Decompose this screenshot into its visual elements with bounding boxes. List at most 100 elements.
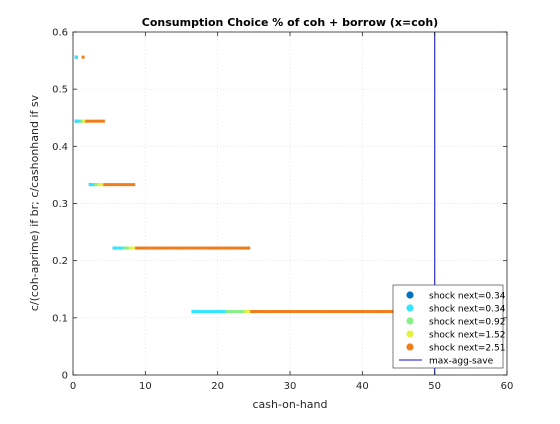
data-point	[370, 310, 374, 314]
y-axis-label: c/(coh-aprime) if br; c/cashonhand if sv	[28, 94, 41, 311]
x-tick-label: 40	[356, 381, 369, 392]
data-point	[344, 310, 348, 314]
data-point	[207, 310, 211, 314]
x-tick-label: 50	[428, 381, 441, 392]
data-point	[81, 55, 85, 59]
data-point	[161, 246, 165, 250]
legend-entry: shock next=0.34	[429, 305, 506, 315]
data-point	[383, 310, 387, 314]
data-point	[294, 310, 298, 314]
data-point	[247, 246, 251, 250]
data-point	[204, 310, 208, 314]
data-point	[103, 183, 107, 187]
data-point	[299, 310, 303, 314]
data-point	[307, 310, 311, 314]
data-point	[169, 246, 173, 250]
data-point	[215, 310, 219, 314]
data-point	[184, 246, 188, 250]
data-point	[220, 310, 224, 314]
y-tick-label: 0.3	[52, 199, 68, 210]
data-point	[210, 246, 214, 250]
data-point	[229, 246, 233, 250]
x-axis-label: cash-on-hand	[252, 398, 327, 411]
data-point	[388, 310, 392, 314]
legend-marker	[406, 291, 414, 299]
data-point	[218, 246, 222, 250]
data-point	[187, 246, 191, 250]
data-point	[200, 246, 204, 250]
data-point	[349, 310, 353, 314]
data-point	[163, 246, 167, 250]
legend-entry: shock next=0.92	[429, 318, 505, 328]
data-point	[255, 310, 259, 314]
data-point	[291, 310, 295, 314]
data-point	[346, 310, 350, 314]
data-point	[242, 246, 246, 250]
legend-box	[392, 284, 504, 369]
data-point	[135, 246, 139, 250]
data-point	[119, 183, 123, 187]
data-point	[372, 310, 376, 314]
data-point	[99, 119, 103, 123]
data-point	[212, 310, 216, 314]
chart-title: Consumption Choice % of coh + borrow (x=…	[142, 16, 438, 29]
data-point	[252, 310, 256, 314]
legend-marker	[406, 330, 414, 338]
data-point	[221, 246, 225, 250]
data-point	[215, 246, 219, 250]
data-point	[305, 310, 309, 314]
y-tick-label: 0.2	[52, 256, 68, 267]
data-point	[213, 246, 217, 250]
legend-entry: shock next=0.34	[429, 292, 506, 302]
data-point	[231, 246, 235, 250]
data-point	[357, 310, 361, 314]
data-point	[380, 310, 384, 314]
data-point	[257, 310, 261, 314]
data-point	[236, 310, 240, 314]
data-point	[77, 119, 81, 123]
data-point	[271, 310, 275, 314]
data-point	[239, 310, 243, 314]
data-point	[166, 246, 170, 250]
data-point	[93, 183, 97, 187]
data-point	[250, 310, 254, 314]
x-tick-label: 60	[501, 381, 514, 392]
data-point	[242, 310, 246, 314]
data-point	[265, 310, 269, 314]
data-point	[150, 246, 154, 250]
data-point	[179, 246, 183, 250]
legend-marker	[406, 343, 414, 351]
data-point	[325, 310, 329, 314]
data-point	[323, 310, 327, 314]
data-point	[341, 310, 345, 314]
x-tick-label: 0	[70, 381, 76, 392]
legend-entry: shock next=2.51	[429, 344, 505, 354]
x-tick-label: 20	[211, 381, 224, 392]
data-point	[359, 310, 363, 314]
data-point	[113, 183, 117, 187]
data-point	[268, 310, 272, 314]
data-point	[385, 310, 389, 314]
data-point	[126, 183, 130, 187]
y-tick-label: 0	[62, 371, 68, 382]
data-point	[93, 119, 97, 123]
y-tick-label: 0.6	[52, 28, 68, 39]
data-point	[352, 310, 356, 314]
legend-entry: shock next=1.52	[429, 331, 505, 341]
data-point	[260, 310, 264, 314]
data-point	[137, 246, 141, 250]
data-point	[263, 310, 267, 314]
data-point	[111, 183, 115, 187]
data-point	[231, 310, 235, 314]
data-point	[338, 310, 342, 314]
data-point	[191, 310, 195, 314]
data-point	[197, 246, 201, 250]
data-point	[85, 119, 89, 123]
data-point	[195, 246, 199, 250]
data-point	[124, 183, 128, 187]
axes	[72, 31, 508, 376]
data-point	[148, 246, 152, 250]
data-point	[218, 310, 222, 314]
data-point	[140, 246, 144, 250]
